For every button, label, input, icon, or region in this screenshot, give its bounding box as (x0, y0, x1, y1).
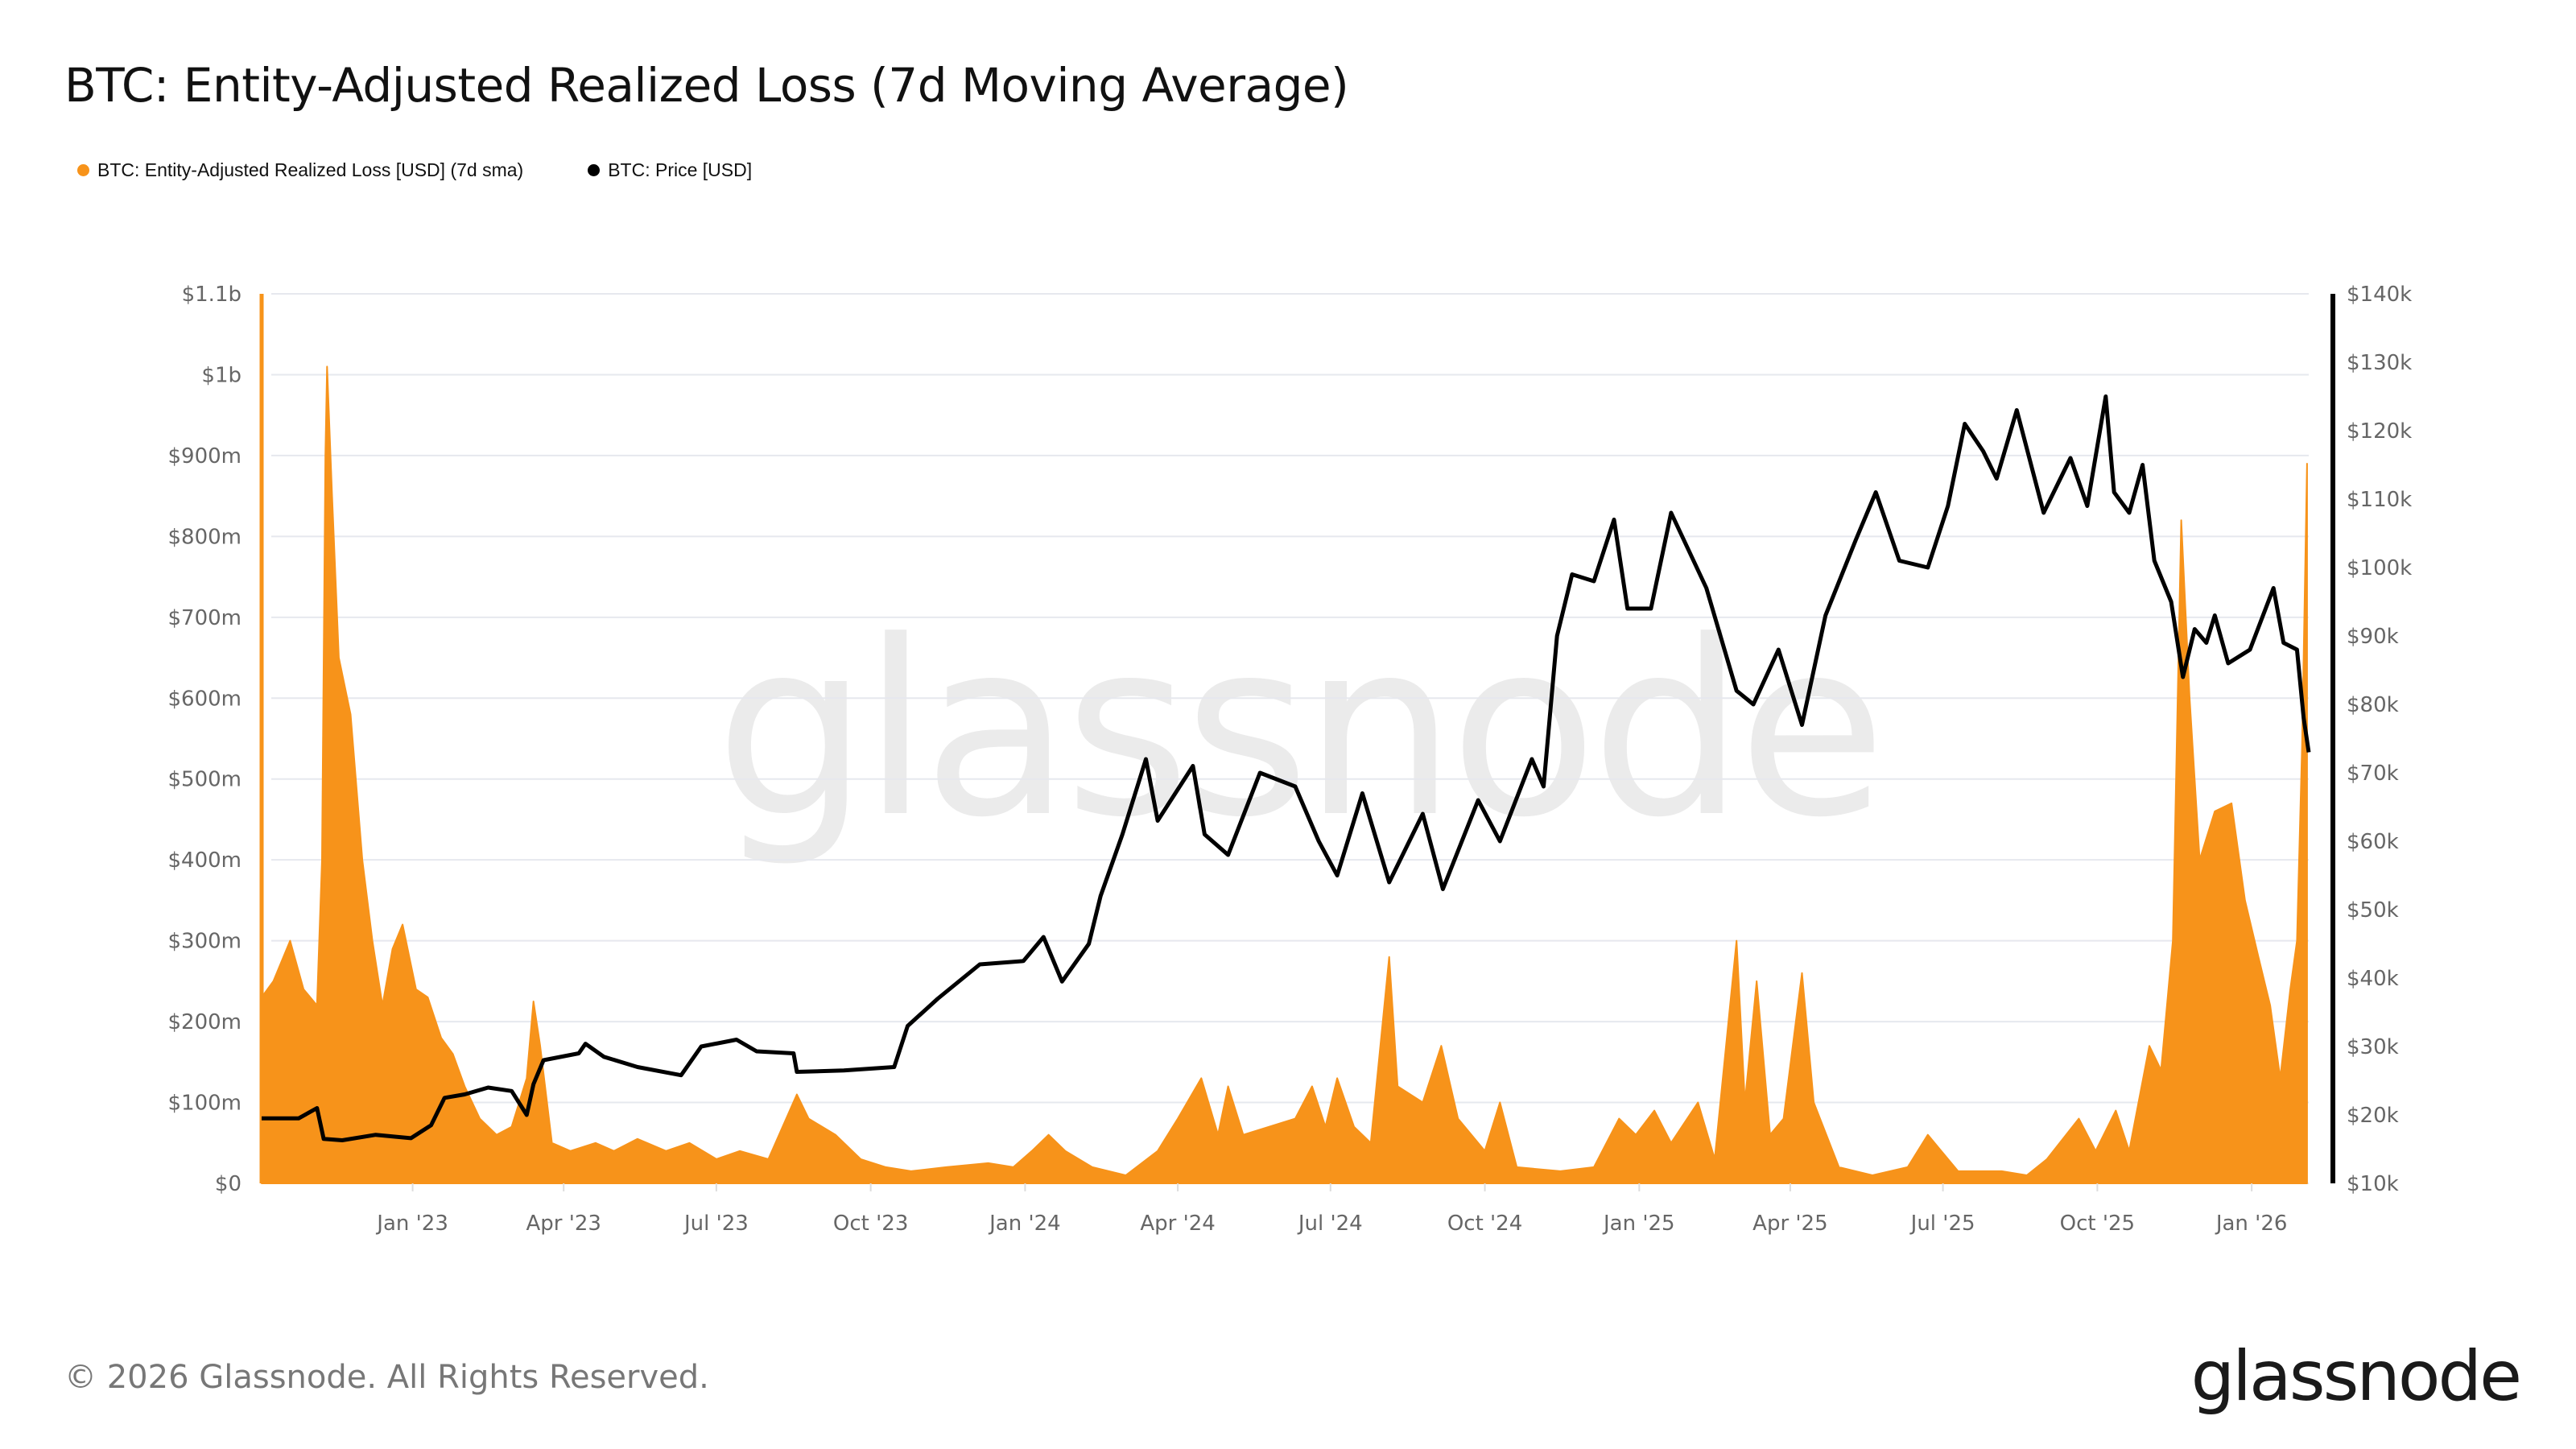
watermark: glassnode (716, 589, 1880, 870)
y-right-tick-label: $110k (2347, 488, 2412, 512)
btc-price-line (262, 394, 2311, 1142)
y-left-tick-label: $500m (168, 768, 242, 792)
legend: BTC: Entity-Adjusted Realized Loss [USD]… (77, 159, 752, 181)
copyright-footer: © 2026 Glassnode. All Rights Reserved. (64, 1359, 709, 1396)
x-tick-label: Apr '23 (526, 1212, 601, 1236)
y-left-tick-label: $1b (201, 363, 242, 387)
x-tick-label: Jul '24 (1297, 1212, 1363, 1236)
x-tick-label: Apr '24 (1140, 1212, 1215, 1236)
y-left-tick-label: $300m (168, 930, 242, 954)
x-tick-label: Jul '25 (1909, 1212, 1975, 1236)
glassnode-logo: glassnode (2190, 1336, 2522, 1417)
y-left-tick-label: $400m (168, 848, 242, 873)
y-left-tick-label: $900m (168, 444, 242, 469)
x-tick-label: Apr '25 (1752, 1212, 1827, 1236)
y-right-tick-label: $60k (2347, 830, 2399, 854)
y-right-tick-label: $140k (2347, 283, 2412, 307)
y-right-tick-label: $30k (2347, 1035, 2399, 1059)
realized-loss-area (261, 365, 2308, 1184)
legend-dot-orange-icon (77, 164, 89, 176)
legend-item-realized-loss[interactable]: BTC: Entity-Adjusted Realized Loss [USD]… (77, 159, 523, 181)
legend-item-price[interactable]: BTC: Price [USD] (588, 159, 752, 181)
x-tick-label: Oct '24 (1447, 1212, 1522, 1236)
y-right-tick-label: $100k (2347, 556, 2412, 580)
y-right-tick-label: $130k (2347, 351, 2412, 375)
x-tick-label: Oct '25 (2060, 1212, 2135, 1236)
y-left-tick-label: $600m (168, 687, 242, 711)
legend-label: BTC: Entity-Adjusted Realized Loss [USD]… (97, 159, 524, 180)
y-right-tick-label: $120k (2347, 419, 2412, 444)
y-right-tick-label: $50k (2347, 898, 2399, 923)
y-left-tick-label: $0 (215, 1172, 242, 1196)
y-right-tick-label: $80k (2347, 693, 2399, 717)
y-left-tick-label: $200m (168, 1010, 242, 1034)
y-left-tick-label: $800m (168, 525, 242, 549)
legend-dot-black-icon (588, 164, 601, 176)
y-left-tick-label: $100m (168, 1092, 242, 1116)
x-tick-label: Jan '24 (988, 1212, 1061, 1236)
x-tick-label: Jul '23 (683, 1212, 749, 1236)
legend-label: BTC: Price [USD] (608, 159, 753, 180)
y-left-tick-label: $1.1b (182, 283, 242, 307)
y-right-tick-label: $20k (2347, 1104, 2399, 1128)
x-tick-label: Jan '26 (2215, 1212, 2288, 1236)
x-tick-label: Oct '23 (833, 1212, 908, 1236)
y-right-tick-label: $10k (2347, 1172, 2399, 1196)
y-right-tick-label: $40k (2347, 967, 2399, 991)
y-right-tick-label: $70k (2347, 762, 2399, 786)
x-tick-label: Jan '23 (375, 1212, 448, 1236)
y-left-tick-label: $700m (168, 606, 242, 630)
chart-title: BTC: Entity-Adjusted Realized Loss (7d M… (64, 58, 1349, 113)
x-tick-label: Jan '25 (1602, 1212, 1675, 1236)
y-right-tick-label: $90k (2347, 625, 2399, 649)
